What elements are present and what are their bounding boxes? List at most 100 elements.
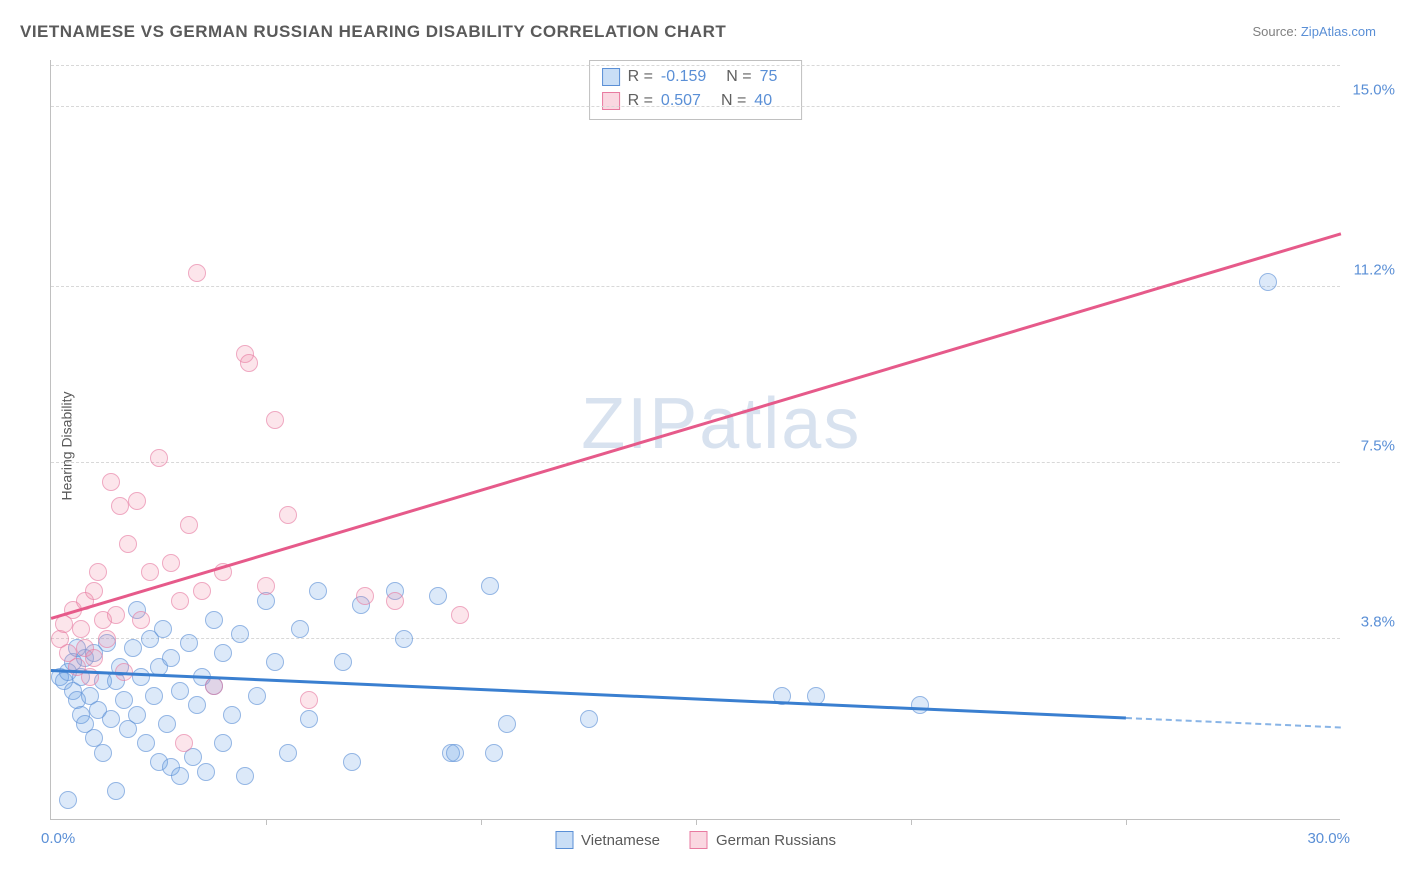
scatter-point [334, 653, 352, 671]
x-tick-mark [696, 819, 697, 825]
y-tick-label: 11.2% [1354, 262, 1395, 279]
scatter-point [446, 744, 464, 762]
scatter-point [72, 620, 90, 638]
stats-r-label-1: R = [628, 65, 653, 89]
scatter-point [150, 449, 168, 467]
scatter-point [59, 791, 77, 809]
stats-r-value-2: 0.507 [661, 89, 701, 113]
scatter-point [102, 473, 120, 491]
scatter-point [137, 734, 155, 752]
scatter-point [205, 677, 223, 695]
watermark: ZIPatlas [581, 383, 861, 465]
x-tick-mark [481, 819, 482, 825]
scatter-point [124, 639, 142, 657]
scatter-point [257, 577, 275, 595]
x-axis-max-label: 30.0% [1307, 830, 1350, 847]
stats-r-value-1: -0.159 [661, 65, 706, 89]
trend-line [1126, 717, 1341, 728]
scatter-point [119, 535, 137, 553]
legend-swatch-pink [690, 831, 708, 849]
scatter-point [85, 582, 103, 600]
scatter-point [145, 687, 163, 705]
scatter-point [171, 767, 189, 785]
scatter-point [248, 687, 266, 705]
scatter-point [498, 715, 516, 733]
scatter-point [300, 691, 318, 709]
scatter-point [111, 497, 129, 515]
watermark-part2: atlas [699, 384, 861, 464]
y-tick-label: 15.0% [1352, 81, 1395, 98]
scatter-point [236, 767, 254, 785]
legend-item-german-russians: German Russians [690, 831, 836, 849]
gridline [51, 462, 1340, 463]
scatter-point [1259, 273, 1277, 291]
legend-label-1: Vietnamese [581, 832, 660, 849]
scatter-point [107, 606, 125, 624]
scatter-point [266, 653, 284, 671]
scatter-point [132, 611, 150, 629]
scatter-point [214, 644, 232, 662]
scatter-point [356, 587, 374, 605]
stats-n-value-1: 75 [760, 65, 778, 89]
stats-box: R = -0.159 N = 75 R = 0.507 N = 40 [589, 60, 803, 120]
scatter-point [240, 354, 258, 372]
scatter-point [85, 649, 103, 667]
scatter-point [481, 577, 499, 595]
scatter-point [132, 668, 150, 686]
scatter-point [141, 563, 159, 581]
scatter-point [180, 516, 198, 534]
x-axis-min-label: 0.0% [41, 830, 75, 847]
stats-swatch-blue [602, 68, 620, 86]
source-link[interactable]: ZipAtlas.com [1301, 24, 1376, 39]
scatter-point [214, 734, 232, 752]
legend-item-vietnamese: Vietnamese [555, 831, 660, 849]
legend-label-2: German Russians [716, 832, 836, 849]
scatter-point [266, 411, 284, 429]
trend-line [51, 232, 1342, 619]
chart-title: VIETNAMESE VS GERMAN RUSSIAN HEARING DIS… [20, 22, 726, 42]
stats-n-label-2: N = [721, 89, 746, 113]
scatter-point [128, 492, 146, 510]
scatter-point [205, 611, 223, 629]
gridline [51, 106, 1340, 107]
stats-n-value-2: 40 [754, 89, 772, 113]
scatter-point [451, 606, 469, 624]
stats-n-label-1: N = [726, 65, 751, 89]
scatter-point [98, 630, 116, 648]
y-tick-label: 3.8% [1361, 613, 1395, 630]
scatter-point [911, 696, 929, 714]
scatter-point [128, 706, 146, 724]
scatter-point [279, 744, 297, 762]
scatter-point [107, 782, 125, 800]
scatter-point [89, 563, 107, 581]
scatter-point [162, 649, 180, 667]
stats-swatch-pink [602, 92, 620, 110]
scatter-point [386, 592, 404, 610]
y-tick-label: 7.5% [1361, 437, 1395, 454]
source-credit: Source: ZipAtlas.com [1252, 24, 1376, 39]
legend: Vietnamese German Russians [555, 831, 836, 849]
scatter-point [193, 582, 211, 600]
x-tick-mark [911, 819, 912, 825]
stats-r-label-2: R = [628, 89, 653, 113]
gridline [51, 65, 1340, 66]
scatter-point [485, 744, 503, 762]
scatter-point [94, 744, 112, 762]
stats-row-1: R = -0.159 N = 75 [602, 65, 790, 89]
scatter-point [580, 710, 598, 728]
scatter-point [343, 753, 361, 771]
scatter-point [223, 706, 241, 724]
source-prefix: Source: [1252, 24, 1300, 39]
scatter-point [171, 592, 189, 610]
scatter-point [309, 582, 327, 600]
gridline [51, 286, 1340, 287]
stats-row-2: R = 0.507 N = 40 [602, 89, 790, 113]
x-tick-mark [1126, 819, 1127, 825]
scatter-point [180, 634, 198, 652]
scatter-point [188, 264, 206, 282]
scatter-point [188, 696, 206, 714]
scatter-point [291, 620, 309, 638]
scatter-point [154, 620, 172, 638]
scatter-point [300, 710, 318, 728]
scatter-point [231, 625, 249, 643]
